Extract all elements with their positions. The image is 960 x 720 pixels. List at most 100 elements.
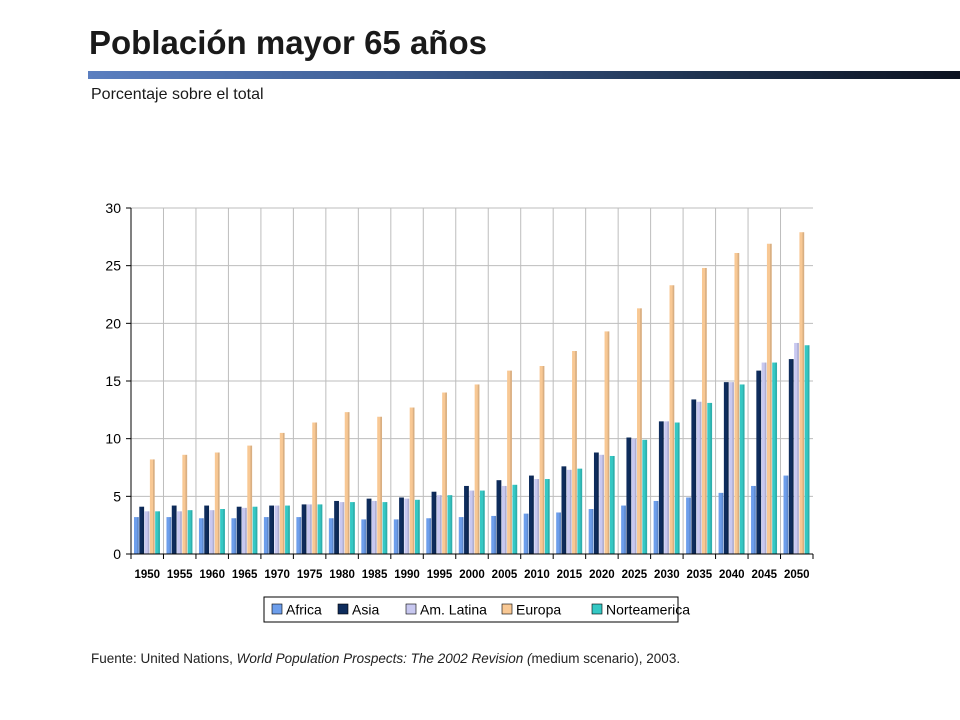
bar-asia-1965 [236,506,242,554]
bar-shade [591,509,594,554]
bar-europa-1975 [312,422,318,554]
x-tick-label: 2020 [589,569,615,581]
bar-asia-2030 [658,421,664,554]
legend-swatch [591,603,603,615]
bar-am-latina-1970 [274,505,280,554]
bar-europa-2030 [669,285,675,554]
bar-shade [375,500,377,554]
x-tick-label: 1955 [167,569,193,581]
bar-shade [797,342,799,554]
bar-asia-1995 [431,491,437,554]
bar-shade [510,370,512,554]
bar-shade [629,437,632,554]
bar-shade [418,499,420,554]
bar-europa-1960 [214,452,220,554]
bar-europa-1985 [377,416,383,554]
bar-shade [672,285,675,554]
bar-shade [212,510,215,554]
x-tick-label: 1990 [394,569,420,581]
x-tick-label: 2005 [492,569,518,581]
legend-label: Africa [286,602,322,618]
x-tick-label: 2010 [524,569,550,581]
bar-europa-2050 [799,232,805,554]
bar-shade [255,506,258,554]
bar-asia-2045 [756,370,762,554]
page-title: Población mayor 65 años [89,24,487,61]
bar-africa-2040 [718,492,724,554]
x-tick-label: 1985 [362,569,388,581]
bar-am-latina-2000 [469,490,475,554]
bar-norteamerica-2005 [512,484,518,554]
bar-shade [499,480,502,554]
y-tick-label: 10 [105,431,121,447]
bar-am-latina-1980 [339,502,345,554]
bar-shade [250,445,253,554]
bar-shade [575,351,577,554]
x-tick-label: 2050 [784,569,810,581]
bar-norteamerica-2010 [544,479,550,554]
x-tick-label: 1995 [427,569,453,581]
bar-shade [282,432,285,554]
bar-shade [721,492,724,554]
bar-shade [564,466,567,554]
y-tick-label: 25 [105,258,121,274]
bar-europa-2010 [539,366,545,554]
bar-shade [764,362,767,554]
bar-am-latina-2010 [534,479,540,554]
x-tick-label: 1965 [232,569,258,581]
bar-africa-1955 [166,517,172,554]
bar-norteamerica-1950 [155,511,160,554]
bar-am-latina-1955 [177,511,182,554]
bar-am-latina-2035 [696,401,702,554]
bar-shade [277,505,280,554]
bar-shade [559,512,561,554]
legend-swatch [337,603,349,615]
bar-africa-2015 [556,512,561,554]
bar-africa-2035 [686,497,691,554]
source-title: World Population Prospects: The 2002 Rev… [236,651,532,666]
bar-am-latina-1965 [242,507,247,554]
bar-shade [515,484,518,554]
x-tick-label: 2035 [687,569,713,581]
bar-shade [429,518,432,554]
bar-shade [494,515,497,554]
bar-shade [407,498,410,554]
bar-shade [320,504,323,554]
bar-africa-2050 [783,475,789,554]
bar-africa-1995 [426,518,432,554]
bar-shade [759,370,762,554]
bar-asia-2020 [593,452,599,554]
bar-shade [180,511,182,554]
bar-shade [612,455,615,554]
bar-norteamerica-2025 [642,439,648,554]
bar-shade [331,518,334,554]
bar-africa-1950 [134,517,139,554]
bar-shade [439,495,442,554]
bar-africa-2005 [491,515,497,554]
y-tick-label: 20 [105,315,121,331]
bar-shade [726,382,729,554]
bar-europa-2040 [734,252,740,555]
bar-shade [791,359,794,554]
bar-shade [662,421,664,554]
bar-norteamerica-2045 [772,362,778,554]
x-tick-label: 1960 [199,569,225,581]
bar-shade [385,502,388,554]
bar-am-latina-1950 [144,511,150,554]
bar-shade [737,252,740,555]
bar-asia-1950 [139,506,145,554]
bar-asia-1980 [334,500,339,554]
bar-shade [461,517,464,554]
bar-asia-2035 [691,399,697,554]
bar-shade [467,485,469,554]
bar-asia-2000 [464,485,469,554]
bar-africa-1960 [198,518,204,554]
bar-africa-1965 [231,518,237,554]
bar-africa-1990 [393,519,399,554]
x-tick-label: 1975 [297,569,323,581]
bar-shade [364,519,367,554]
bar-norteamerica-1990 [414,499,420,554]
source-suffix: medium scenario), 2003. [531,651,681,666]
bar-shade [640,308,642,554]
x-tick-label: 2045 [751,569,777,581]
